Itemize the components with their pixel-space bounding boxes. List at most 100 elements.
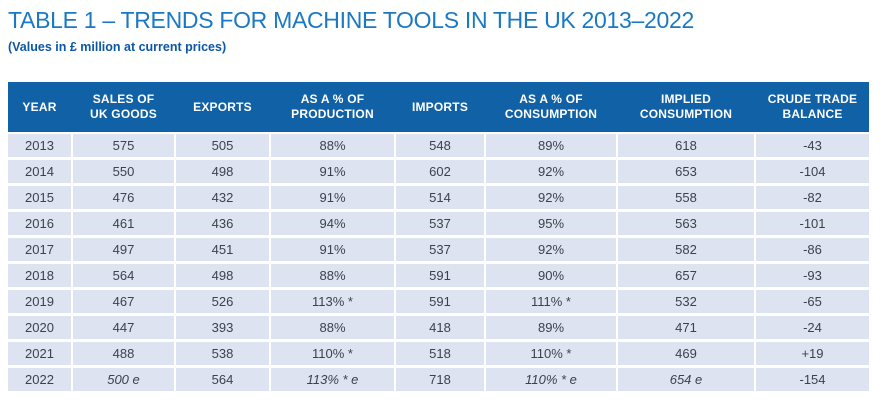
table-cell: 488 — [73, 342, 174, 365]
table-cell: 88% — [271, 134, 394, 157]
table-cell: 91% — [271, 238, 394, 261]
table-cell: -43 — [756, 134, 869, 157]
year-cell: 2013 — [8, 134, 71, 157]
table-cell: -86 — [756, 238, 869, 261]
table-cell: 653 — [618, 160, 754, 183]
table-cell: -93 — [756, 264, 869, 287]
table-cell: 505 — [176, 134, 269, 157]
table-cell: 558 — [618, 186, 754, 209]
table-cell: 526 — [176, 290, 269, 313]
column-header-exports: EXPORTS — [176, 82, 269, 132]
table-row: 2020 447 393 88% 418 89% 471 -24 — [8, 316, 869, 339]
year-cell: 2022 — [8, 368, 71, 391]
table-cell: 88% — [271, 264, 394, 287]
column-header-as-a-%-of-production: AS A % OF PRODUCTION — [271, 82, 394, 132]
table-cell: 95% — [486, 212, 616, 235]
table-cell: 618 — [618, 134, 754, 157]
table-cell: 467 — [73, 290, 174, 313]
table-cell: 476 — [73, 186, 174, 209]
table-cell: -101 — [756, 212, 869, 235]
table-cell: 582 — [618, 238, 754, 261]
table-cell: 447 — [73, 316, 174, 339]
table-cell: 92% — [486, 160, 616, 183]
table-title: TABLE 1 – TRENDS FOR MACHINE TOOLS IN TH… — [8, 7, 694, 33]
table-cell: 461 — [73, 212, 174, 235]
table-cell: 110% * — [486, 342, 616, 365]
table-cell: 654 e — [618, 368, 754, 391]
table-cell: 91% — [271, 160, 394, 183]
table-cell: 89% — [486, 134, 616, 157]
table-cell: 591 — [396, 264, 484, 287]
table-cell: 111% * — [486, 290, 616, 313]
column-header-implied-consumption: IMPLIED CONSUMPTION — [618, 82, 754, 132]
table-cell: 500 e — [73, 368, 174, 391]
table-cell: 563 — [618, 212, 754, 235]
table-row: 2015 476 432 91% 514 92% 558 -82 — [8, 186, 869, 209]
table-cell: 113% * — [271, 290, 394, 313]
table-cell: 94% — [271, 212, 394, 235]
table-cell: 550 — [73, 160, 174, 183]
table-cell: 591 — [396, 290, 484, 313]
table-cell: 393 — [176, 316, 269, 339]
table-cell: 92% — [486, 238, 616, 261]
table-cell: 110% * — [271, 342, 394, 365]
table-cell: 538 — [176, 342, 269, 365]
table-cell: 518 — [396, 342, 484, 365]
table-cell: 537 — [396, 212, 484, 235]
table-cell: 514 — [396, 186, 484, 209]
year-cell: 2015 — [8, 186, 71, 209]
table-cell: 469 — [618, 342, 754, 365]
year-cell: 2020 — [8, 316, 71, 339]
column-header-sales-of-uk-goods: SALES OF UK GOODS — [73, 82, 174, 132]
table-cell: 471 — [618, 316, 754, 339]
table-cell: 718 — [396, 368, 484, 391]
table-row: 2021 488 538 110% * 518 110% * 469 +19 — [8, 342, 869, 365]
table-cell: 537 — [396, 238, 484, 261]
table-cell: 532 — [618, 290, 754, 313]
table-cell: -154 — [756, 368, 869, 391]
table-row: 2017 497 451 91% 537 92% 582 -86 — [8, 238, 869, 261]
table-cell: 88% — [271, 316, 394, 339]
table-header-row: YEAR SALES OF UK GOODS EXPORTS AS A % OF PR… — [8, 82, 869, 132]
table-cell: 564 — [73, 264, 174, 287]
table-cell: 657 — [618, 264, 754, 287]
table-cell: 436 — [176, 212, 269, 235]
table-cell: +19 — [756, 342, 869, 365]
table-cell: 90% — [486, 264, 616, 287]
table-row: 2018 564 498 88% 591 90% 657 -93 — [8, 264, 869, 287]
table-cell: 113% * e — [271, 368, 394, 391]
table-cell: 432 — [176, 186, 269, 209]
column-header-as-a-%-of-consumption: AS A % OF CONSUMPTION — [486, 82, 616, 132]
table-row: 2014 550 498 91% 602 92% 653 -104 — [8, 160, 869, 183]
table-cell: 451 — [176, 238, 269, 261]
table-row: 2016 461 436 94% 537 95% 563 -101 — [8, 212, 869, 235]
table-row: 2013 575 505 88% 548 89% 618 -43 — [8, 134, 869, 157]
table-cell: 92% — [486, 186, 616, 209]
table-cell: 498 — [176, 160, 269, 183]
year-cell: 2021 — [8, 342, 71, 365]
year-cell: 2016 — [8, 212, 71, 235]
table-cell: 548 — [396, 134, 484, 157]
table-cell: -82 — [756, 186, 869, 209]
table-row: 2019 467 526 113% * 591 111% * 532 -65 — [8, 290, 869, 313]
table-cell: 110% * e — [486, 368, 616, 391]
year-cell: 2014 — [8, 160, 71, 183]
table-cell: 91% — [271, 186, 394, 209]
table-subtitle: (Values in £ million at current prices) — [8, 40, 227, 54]
table-cell: 602 — [396, 160, 484, 183]
table-cell: -104 — [756, 160, 869, 183]
table-cell: 418 — [396, 316, 484, 339]
table-cell: -65 — [756, 290, 869, 313]
table-cell: 89% — [486, 316, 616, 339]
machine-tools-table: YEAR SALES OF UK GOODS EXPORTS AS A % OF PR… — [8, 82, 869, 391]
table-cell: 564 — [176, 368, 269, 391]
year-cell: 2019 — [8, 290, 71, 313]
table-cell: 498 — [176, 264, 269, 287]
column-header-year: YEAR — [8, 82, 71, 132]
year-cell: 2017 — [8, 238, 71, 261]
table-cell: 575 — [73, 134, 174, 157]
table-body: 2013 575 505 88% 548 89% 618 -43 2014 550 498 91% 60… — [8, 134, 869, 391]
year-cell: 2018 — [8, 264, 71, 287]
table-row: 2022 500 e 564 113% * e 718 110% * e 654 e -154 — [8, 368, 869, 391]
